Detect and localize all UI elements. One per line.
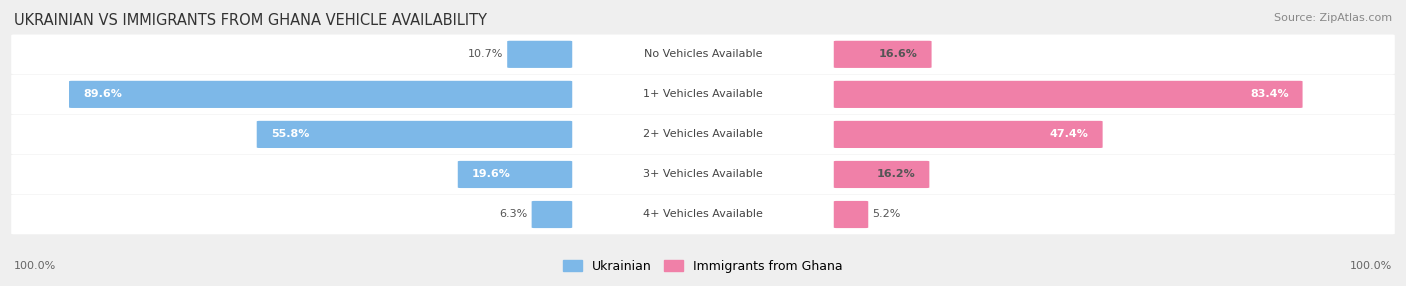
FancyBboxPatch shape: [11, 155, 1395, 194]
Text: 89.6%: 89.6%: [83, 90, 122, 99]
Text: 2+ Vehicles Available: 2+ Vehicles Available: [643, 130, 763, 139]
FancyBboxPatch shape: [458, 161, 572, 188]
Text: 55.8%: 55.8%: [271, 130, 309, 139]
Text: 10.7%: 10.7%: [468, 49, 503, 59]
FancyBboxPatch shape: [834, 121, 1102, 148]
Text: 1+ Vehicles Available: 1+ Vehicles Available: [643, 90, 763, 99]
FancyBboxPatch shape: [834, 161, 929, 188]
FancyBboxPatch shape: [11, 35, 1395, 74]
FancyBboxPatch shape: [69, 81, 572, 108]
Text: No Vehicles Available: No Vehicles Available: [644, 49, 762, 59]
Text: 100.0%: 100.0%: [14, 261, 56, 271]
Text: 19.6%: 19.6%: [472, 170, 510, 179]
Text: 6.3%: 6.3%: [499, 210, 527, 219]
Text: 16.6%: 16.6%: [879, 49, 918, 59]
FancyBboxPatch shape: [834, 41, 932, 68]
FancyBboxPatch shape: [11, 195, 1395, 234]
FancyBboxPatch shape: [834, 81, 1302, 108]
Text: UKRAINIAN VS IMMIGRANTS FROM GHANA VEHICLE AVAILABILITY: UKRAINIAN VS IMMIGRANTS FROM GHANA VEHIC…: [14, 13, 486, 28]
Text: 3+ Vehicles Available: 3+ Vehicles Available: [643, 170, 763, 179]
Text: 47.4%: 47.4%: [1050, 130, 1088, 139]
Text: 16.2%: 16.2%: [876, 170, 915, 179]
Legend: Ukrainian, Immigrants from Ghana: Ukrainian, Immigrants from Ghana: [560, 256, 846, 277]
Text: 4+ Vehicles Available: 4+ Vehicles Available: [643, 210, 763, 219]
Text: 5.2%: 5.2%: [873, 210, 901, 219]
FancyBboxPatch shape: [11, 115, 1395, 154]
FancyBboxPatch shape: [834, 201, 869, 228]
Text: Source: ZipAtlas.com: Source: ZipAtlas.com: [1274, 13, 1392, 23]
FancyBboxPatch shape: [257, 121, 572, 148]
Text: 83.4%: 83.4%: [1250, 90, 1288, 99]
FancyBboxPatch shape: [508, 41, 572, 68]
Text: 100.0%: 100.0%: [1350, 261, 1392, 271]
FancyBboxPatch shape: [11, 75, 1395, 114]
FancyBboxPatch shape: [531, 201, 572, 228]
